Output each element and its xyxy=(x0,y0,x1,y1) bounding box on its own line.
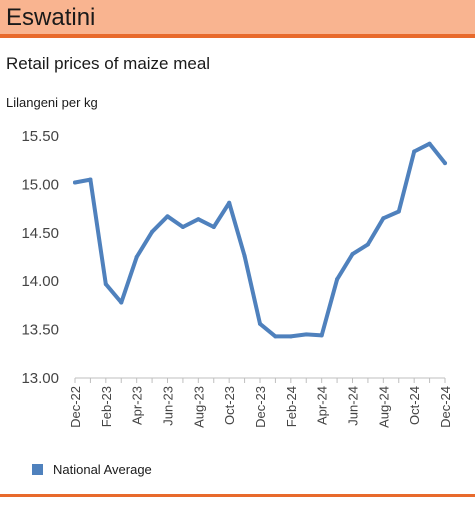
data-point xyxy=(304,332,309,337)
header-banner: Eswatini xyxy=(0,0,475,38)
data-point xyxy=(412,149,417,154)
data-point xyxy=(242,254,247,259)
footer-divider xyxy=(0,494,475,497)
x-tick-label: Feb-23 xyxy=(99,386,114,427)
data-point xyxy=(103,282,108,287)
x-tick-label: Oct-23 xyxy=(222,386,237,425)
y-tick-label: 14.50 xyxy=(21,225,59,242)
data-point xyxy=(196,217,201,222)
y-axis-label: Lilangeni per kg xyxy=(6,95,98,110)
legend-swatch xyxy=(32,464,43,475)
country-title: Eswatini xyxy=(6,4,96,31)
data-point xyxy=(73,180,77,185)
x-tick-label: Dec-23 xyxy=(253,386,268,428)
y-tick-label: 13.50 xyxy=(21,322,59,339)
y-tick-label: 13.00 xyxy=(21,370,59,387)
data-point xyxy=(381,216,386,221)
x-tick-label: Aug-23 xyxy=(191,386,206,428)
x-tick-label: Apr-24 xyxy=(315,386,330,425)
data-point xyxy=(134,255,139,259)
x-tick-label: Aug-24 xyxy=(376,386,391,428)
legend-label: National Average xyxy=(53,462,152,477)
x-tick-label: Dec-22 xyxy=(68,386,83,428)
data-point xyxy=(88,177,93,182)
data-point xyxy=(211,224,216,229)
y-tick-label: 15.50 xyxy=(21,128,59,145)
x-tick-label: Oct-24 xyxy=(407,386,422,425)
x-tick-label: Dec-24 xyxy=(438,386,453,428)
x-tick-label: Apr-23 xyxy=(130,386,145,425)
data-point xyxy=(258,321,262,326)
legend: National Average xyxy=(32,462,152,477)
data-point xyxy=(288,334,293,339)
data-point xyxy=(150,229,155,234)
x-axis-ticks: Dec-22 Feb-23 Apr-23 Jun-23 Aug-23 Oct-23 Dec-… xyxy=(68,378,453,428)
data-point xyxy=(443,161,447,166)
data-point xyxy=(119,300,124,305)
chart-title: Retail prices of maize meal xyxy=(6,54,211,73)
x-tick-label: Jun-24 xyxy=(346,386,361,426)
y-tick-label: 14.00 xyxy=(21,273,59,290)
data-point xyxy=(273,334,278,339)
data-point xyxy=(227,200,232,205)
data-point xyxy=(427,141,432,146)
x-tick-label: Jun-23 xyxy=(161,386,176,426)
data-point xyxy=(319,333,324,338)
data-points xyxy=(73,141,447,339)
data-point xyxy=(396,209,401,214)
data-point xyxy=(365,242,370,247)
data-point xyxy=(165,214,170,219)
data-point xyxy=(180,224,185,229)
x-tick-label: Feb-24 xyxy=(284,386,299,427)
data-point xyxy=(335,277,340,282)
y-axis-ticks: 13.00 13.50 14.00 14.50 15.00 15.50 xyxy=(21,128,59,387)
y-tick-label: 15.00 xyxy=(21,176,59,193)
series-line-national-average xyxy=(73,141,447,339)
data-point xyxy=(350,252,355,257)
